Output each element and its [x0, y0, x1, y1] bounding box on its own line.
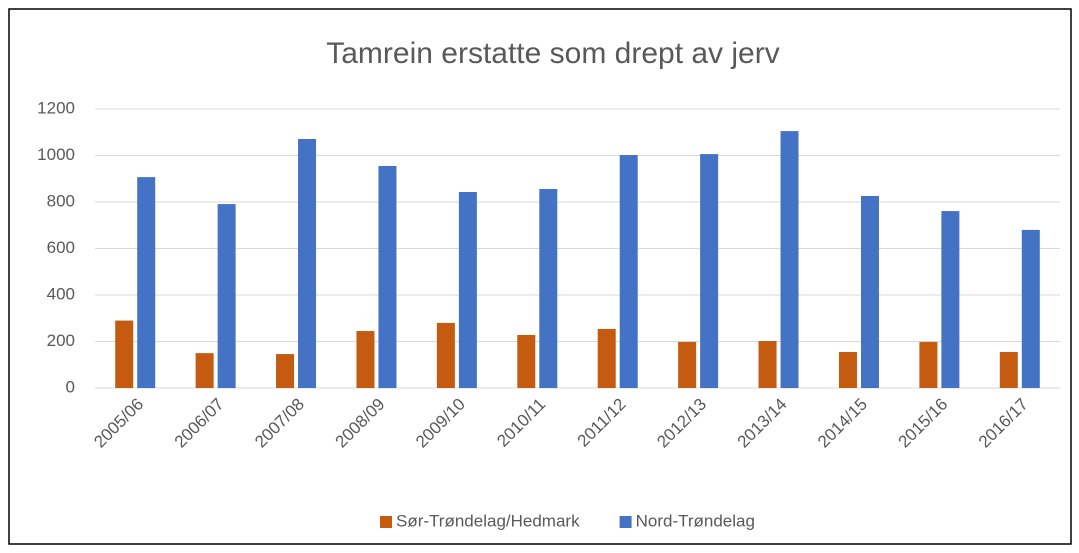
- bar: [619, 155, 638, 388]
- y-tick-label: 600: [47, 238, 75, 257]
- legend-label: Nord-Trøndelag: [636, 511, 755, 530]
- bar: [838, 351, 857, 388]
- y-tick-label: 0: [66, 377, 75, 396]
- bar: [758, 341, 777, 388]
- bar: [999, 351, 1018, 388]
- bar: [436, 322, 455, 388]
- y-tick-label: 1000: [37, 145, 75, 164]
- bar: [700, 154, 719, 388]
- bar: [458, 192, 477, 388]
- y-tick-label: 400: [47, 284, 75, 303]
- bar: [137, 177, 156, 388]
- bar: [860, 195, 879, 388]
- bar: [115, 320, 134, 388]
- bar: [597, 328, 616, 388]
- bar: [780, 131, 799, 388]
- y-tick-label: 200: [47, 331, 75, 350]
- bar: [678, 341, 697, 388]
- bar: [298, 138, 317, 388]
- bar: [356, 331, 375, 388]
- bar: [517, 334, 536, 388]
- chart-title: Tamrein erstatte som drept av jerv: [326, 37, 780, 70]
- bar: [378, 165, 397, 388]
- bar: [276, 354, 295, 388]
- bar: [195, 353, 214, 388]
- legend-swatch: [619, 516, 632, 528]
- y-tick-label: 800: [47, 191, 75, 210]
- bar: [539, 188, 558, 388]
- bar: [217, 204, 236, 388]
- bar: [1021, 229, 1040, 388]
- legend-label: Sør-Trøndelag/Hedmark: [396, 511, 580, 530]
- bar: [941, 211, 960, 388]
- legend-swatch: [380, 516, 392, 528]
- y-tick-label: 1200: [37, 98, 75, 117]
- bar: [919, 341, 938, 388]
